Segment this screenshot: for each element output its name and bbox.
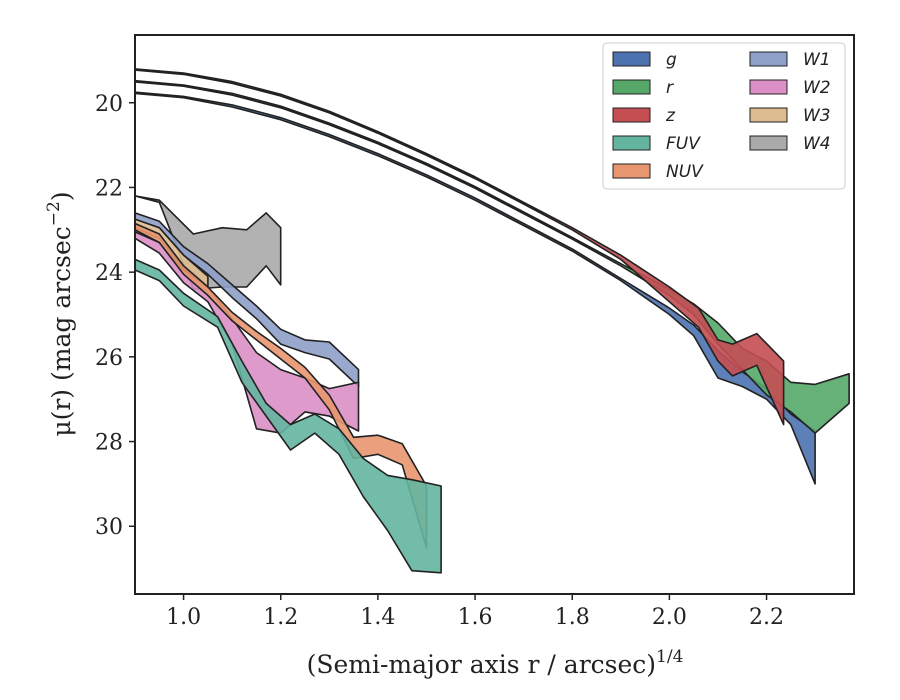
- y-tick-label: 20: [95, 92, 123, 117]
- x-axis-label-exponent: 1/4: [656, 647, 683, 667]
- series-band-fuv: [135, 258, 442, 574]
- plot-frame: [134, 34, 855, 595]
- y-axis-label: μ(r) (mag arcsec−2): [44, 191, 76, 436]
- legend-item-w4: W4: [749, 134, 831, 154]
- legend-label: r: [666, 78, 674, 98]
- legend-item-g: g: [612, 50, 677, 70]
- legend-label: z: [665, 106, 676, 126]
- legend-item-r: r: [612, 78, 674, 98]
- legend-item-w1: W1: [749, 50, 831, 70]
- series-band-z: [135, 68, 785, 426]
- y-tick-label: 22: [95, 176, 123, 201]
- legend-label: W1: [803, 50, 831, 70]
- legend-item-w3: W3: [749, 106, 831, 126]
- legend-label: W2: [803, 78, 831, 98]
- legend-item-z: z: [612, 106, 676, 126]
- y-tick-label: 30: [95, 515, 123, 540]
- legend-label: W4: [803, 134, 831, 154]
- x-tick-label: 1.6: [458, 605, 493, 630]
- legend-item-w2: W2: [749, 78, 831, 98]
- series-band-g: [135, 91, 816, 485]
- x-tick-label: 1.8: [555, 605, 590, 630]
- legend-swatch: [612, 51, 651, 67]
- legend: grz FUV NUV W1 W2 W3 W4: [602, 42, 846, 190]
- legend-label: FUV: [666, 134, 701, 154]
- legend-item-fuv: FUV: [612, 134, 701, 154]
- legend-label: W3: [803, 106, 831, 126]
- x-tick-label: 1.0: [166, 605, 201, 630]
- x-tick-label: 1.2: [263, 605, 298, 630]
- x-tick-label: 2.2: [749, 605, 784, 630]
- legend-swatch: [612, 107, 651, 123]
- series-layer: [135, 68, 850, 574]
- y-tick-label: 26: [95, 346, 123, 371]
- legend-swatch: [749, 107, 788, 123]
- legend-label: g: [666, 50, 677, 70]
- y-tick-label: 24: [95, 261, 123, 286]
- y-axis-ticks: 20 22 24 26 28 30: [95, 92, 135, 540]
- legend-item-nuv: NUV: [612, 162, 704, 182]
- y-axis-label-exponent: −2: [44, 201, 64, 226]
- legend-swatch: [612, 163, 651, 179]
- legend-swatch: [749, 51, 788, 67]
- legend-label: NUV: [666, 162, 704, 182]
- y-axis-label-close: ): [47, 191, 76, 201]
- x-axis-ticks: 1.0 1.2 1.4 1.6 1.8 2.0 2.2: [166, 594, 784, 630]
- x-tick-label: 2.0: [652, 605, 687, 630]
- legend-swatch: [749, 79, 788, 95]
- x-axis-label: (Semi-major axis r / arcsec)1/4: [307, 647, 684, 679]
- y-tick-label: 28: [95, 431, 123, 456]
- legend-swatch: [612, 79, 651, 95]
- legend-swatch: [612, 135, 651, 151]
- legend-items: grz FUV NUV W1 W2 W3 W4: [612, 50, 831, 182]
- x-tick-label: 1.4: [360, 605, 395, 630]
- legend-swatch: [749, 135, 788, 151]
